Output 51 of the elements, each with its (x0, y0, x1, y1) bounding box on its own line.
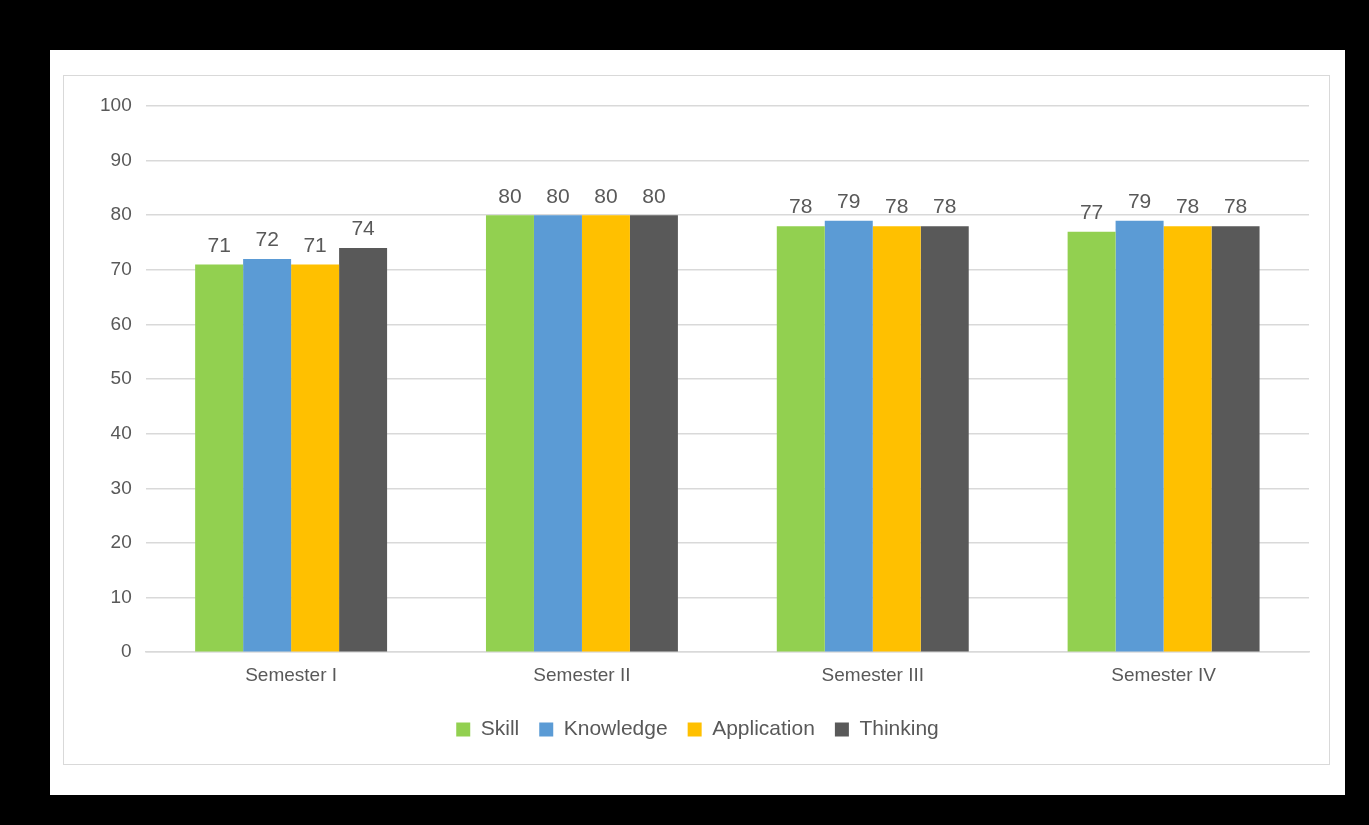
bar (872, 226, 921, 652)
y-tick-label: 40 (110, 421, 132, 443)
data-label: 80 (642, 183, 666, 207)
bar (776, 226, 825, 652)
y-tick-label: 10 (110, 585, 132, 607)
legend-label: Thinking (859, 716, 939, 740)
data-label: 80 (594, 183, 618, 207)
bar (1067, 231, 1116, 652)
bar (1211, 226, 1260, 652)
bar (920, 226, 969, 652)
bar (581, 215, 630, 652)
y-tick-label: 80 (110, 203, 132, 225)
data-label: 78 (789, 194, 813, 218)
data-label: 77 (1079, 199, 1104, 223)
data-label: 79 (837, 189, 861, 212)
bar (339, 248, 388, 652)
y-tick-label: 30 (110, 476, 132, 498)
y-tick-label: 60 (110, 312, 132, 334)
data-label: 80 (546, 183, 570, 207)
data-label: 72 (255, 227, 279, 251)
bar (1115, 220, 1164, 652)
y-tick-label: 90 (110, 148, 132, 170)
bar (1163, 226, 1212, 652)
legend-label: Application (712, 716, 815, 740)
y-tick-label: 0 (121, 640, 132, 662)
bar (195, 264, 244, 652)
bar (629, 215, 678, 652)
data-label: 78 (885, 194, 909, 218)
data-label: 74 (351, 216, 376, 240)
x-tick-label: Semester II (533, 663, 631, 685)
bar (291, 264, 340, 652)
y-tick-label: 100 (100, 94, 132, 116)
data-label: 78 (1223, 194, 1248, 218)
legend-label: Skill (480, 716, 520, 740)
data-label: 79 (1127, 189, 1152, 212)
y-tick-label: 70 (110, 258, 132, 280)
bar (533, 215, 582, 652)
legend-label: Knowledge (563, 716, 668, 740)
x-tick-label: Semester I (245, 663, 338, 685)
data-label: 71 (207, 232, 231, 256)
y-tick-label: 50 (110, 367, 132, 389)
y-tick-label: 20 (110, 531, 132, 553)
bar (824, 220, 873, 652)
x-tick-label: Semester III (821, 663, 924, 685)
x-tick-label: Semester IV (1111, 663, 1217, 685)
bar (243, 258, 292, 652)
data-label: 71 (303, 232, 327, 256)
data-label: 80 (498, 183, 522, 207)
data-label: 78 (1175, 194, 1200, 218)
data-label: 78 (933, 194, 957, 218)
bar (485, 215, 534, 652)
